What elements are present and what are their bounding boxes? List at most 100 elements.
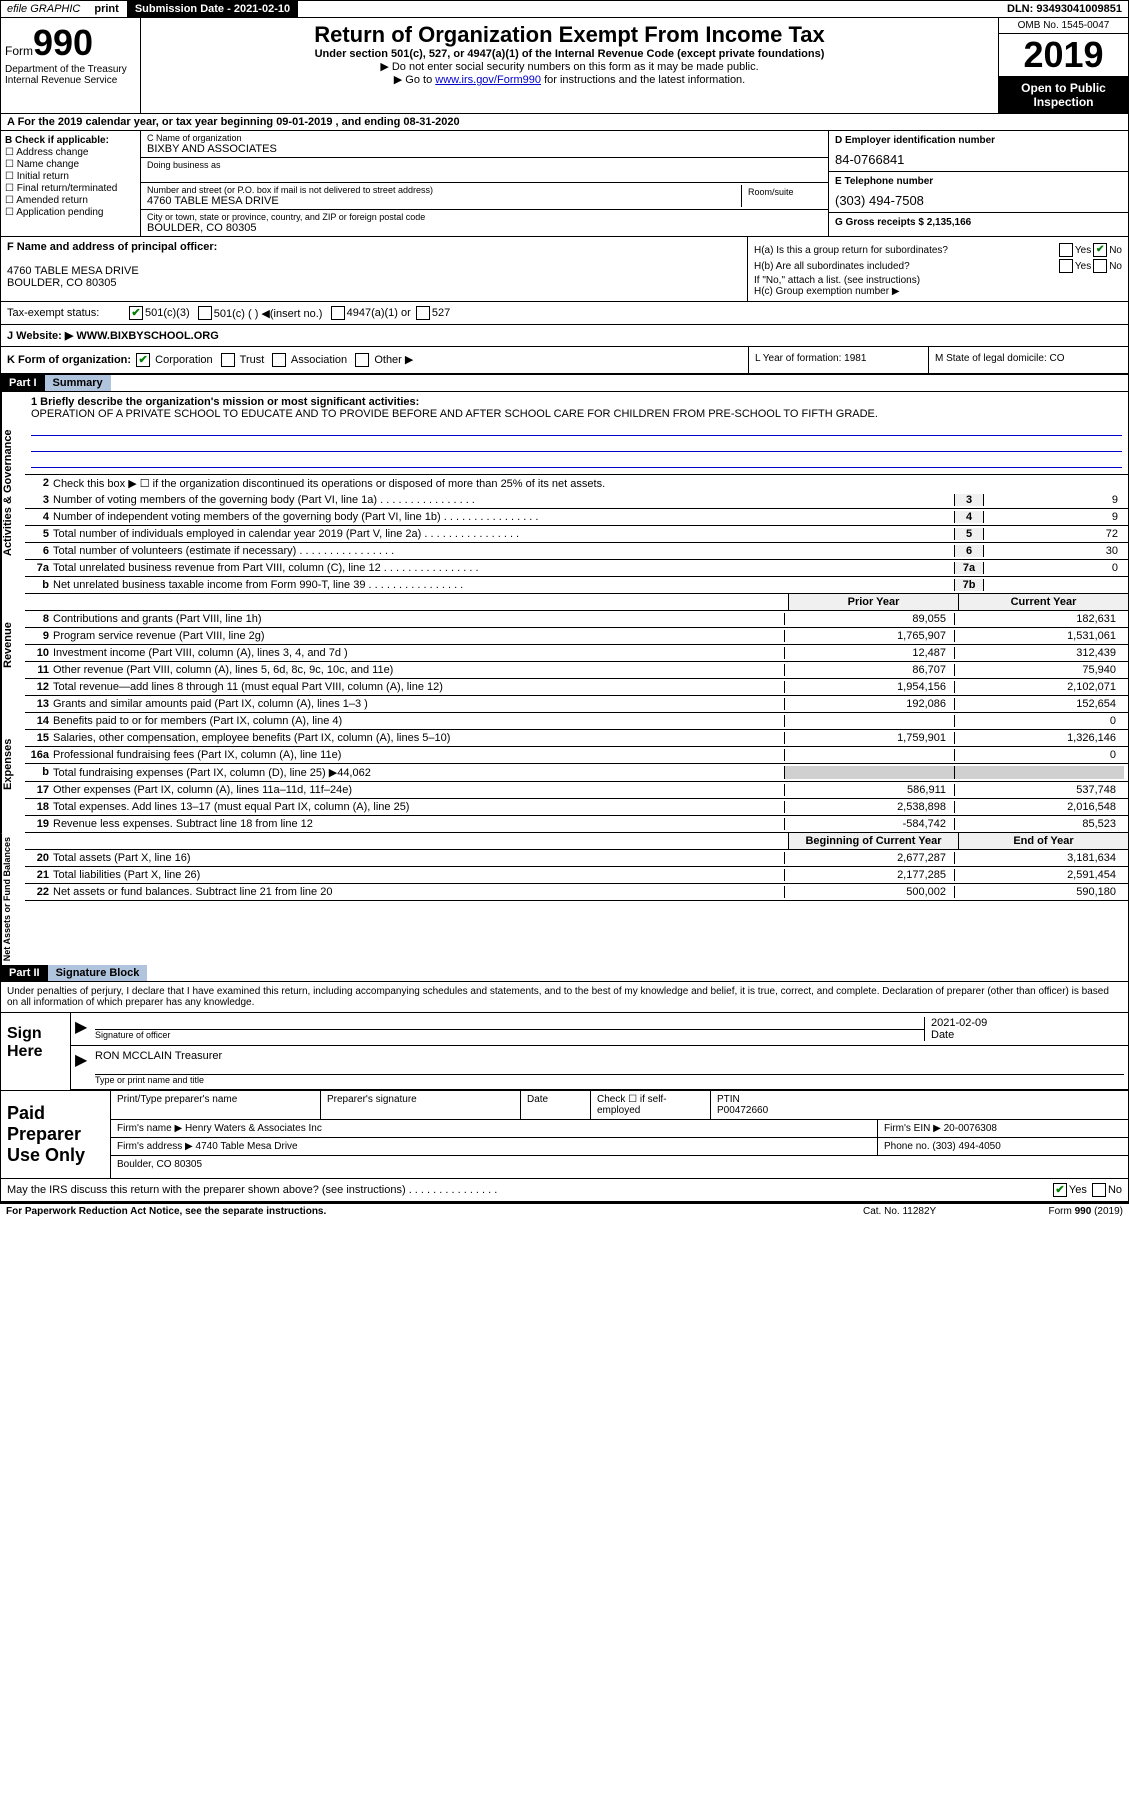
rev-line-10: 10 Investment income (Part VIII, column … xyxy=(25,645,1128,662)
k-other: Other ▶ xyxy=(374,354,413,366)
ha-no[interactable] xyxy=(1093,243,1107,257)
efile-label: efile GRAPHIC xyxy=(1,1,86,17)
expenses-tab: Expenses xyxy=(1,696,25,833)
desc: Total unrelated business revenue from Pa… xyxy=(53,562,954,574)
line-2: 2 Check this box ▶ ☐ if the organization… xyxy=(25,475,1128,492)
num: 16a xyxy=(29,749,53,761)
py: 1,759,901 xyxy=(784,732,954,744)
hb-no[interactable] xyxy=(1093,259,1107,273)
cell-num: 6 xyxy=(954,545,984,557)
ha-lbl: H(a) Is this a group return for subordin… xyxy=(754,245,1057,256)
city-val: BOULDER, CO 80305 xyxy=(147,222,822,234)
hb-yes[interactable] xyxy=(1059,259,1073,273)
print-button[interactable]: print xyxy=(86,1,126,17)
num: b xyxy=(29,579,53,591)
part1-title: Summary xyxy=(45,375,111,391)
ptin-lbl: PTIN xyxy=(717,1094,1122,1105)
line-4: 4 Number of independent voting members o… xyxy=(25,509,1128,526)
chk-other[interactable] xyxy=(355,353,369,367)
l1-val: OPERATION OF A PRIVATE SCHOOL TO EDUCATE… xyxy=(31,408,1122,420)
sign-here-label: Sign Here xyxy=(1,1013,71,1090)
na-line-21: 21 Total liabilities (Part X, line 26) 2… xyxy=(25,867,1128,884)
chk-501c3[interactable] xyxy=(129,306,143,320)
py: 586,911 xyxy=(784,784,954,796)
desc: Net assets or fund balances. Subtract li… xyxy=(53,886,784,898)
room-suite: Room/suite xyxy=(742,185,822,207)
dept-treasury: Department of the Treasury Internal Reve… xyxy=(5,64,136,86)
chk-501c[interactable] xyxy=(198,306,212,320)
hb-row: H(b) Are all subordinates included? Yes … xyxy=(754,259,1122,273)
num: 13 xyxy=(29,698,53,710)
num: 5 xyxy=(29,528,53,540)
discuss-row: May the IRS discuss this return with the… xyxy=(1,1178,1128,1202)
irs-link[interactable]: www.irs.gov/Form990 xyxy=(435,74,541,86)
chk-pending[interactable]: ☐ Application pending xyxy=(5,207,136,218)
cy: 85,523 xyxy=(954,818,1124,830)
dba-lbl: Doing business as xyxy=(147,160,822,170)
ein-lbl: D Employer identification number xyxy=(835,135,1122,146)
opt-address: Address change xyxy=(16,147,88,158)
chk-final[interactable]: ☐ Final return/terminated xyxy=(5,183,136,194)
cy: 537,748 xyxy=(954,784,1124,796)
col-f: F Name and address of principal officer:… xyxy=(1,237,748,301)
mline1 xyxy=(31,422,1122,436)
cy: 2,102,071 xyxy=(954,681,1124,693)
fein-lbl: Firm's EIN ▶ xyxy=(884,1123,941,1134)
exp-line-14: 14 Benefits paid to or for members (Part… xyxy=(25,713,1128,730)
chk-address[interactable]: ☐ Address change xyxy=(5,147,136,158)
desc: Other revenue (Part VIII, column (A), li… xyxy=(53,664,784,676)
f-lbl: F Name and address of principal officer: xyxy=(7,241,741,253)
num: 19 xyxy=(29,818,53,830)
website-row: J Website: ▶ WWW.BIXBYSCHOOL.ORG xyxy=(1,325,1128,347)
chk-trust[interactable] xyxy=(221,353,235,367)
cell-val: 72 xyxy=(984,528,1124,540)
discuss-lbl: May the IRS discuss this return with the… xyxy=(7,1184,1051,1196)
firm-lbl: Firm's name ▶ xyxy=(117,1123,182,1134)
chk-4947[interactable] xyxy=(331,306,345,320)
gross-lbl: G Gross receipts $ 2,135,166 xyxy=(835,217,1122,228)
na-line-20: 20 Total assets (Part X, line 16) 2,677,… xyxy=(25,850,1128,867)
dno: No xyxy=(1108,1184,1122,1196)
num: b xyxy=(29,766,53,779)
desc: Total expenses. Add lines 13–17 (must eq… xyxy=(53,801,784,813)
submission-date: Submission Date - 2021-02-10 xyxy=(127,1,298,17)
korg-row: K Form of organization: Corporation Trus… xyxy=(1,347,1128,375)
num: 15 xyxy=(29,732,53,744)
ha-yes[interactable] xyxy=(1059,243,1073,257)
chk-527[interactable] xyxy=(416,306,430,320)
desc: Investment income (Part VIII, column (A)… xyxy=(53,647,784,659)
opt-final: Final return/terminated xyxy=(17,183,118,194)
chk-initial[interactable]: ☐ Initial return xyxy=(5,171,136,182)
phone-val: (303) 494-4050 xyxy=(932,1141,1000,1152)
desc: Contributions and grants (Part VIII, lin… xyxy=(53,613,784,625)
num: 3 xyxy=(29,494,53,506)
row-a-period: A For the 2019 calendar year, or tax yea… xyxy=(1,114,1128,131)
sig-officer-lbl: Signature of officer xyxy=(95,1029,924,1040)
date-val: 2021-02-09 xyxy=(931,1017,1124,1029)
mline2 xyxy=(31,438,1122,452)
cy: 182,631 xyxy=(954,613,1124,625)
sign-body: ▶ Signature of officer 2021-02-09 Date ▶… xyxy=(71,1013,1128,1090)
py: 2,538,898 xyxy=(784,801,954,813)
exp-line-19: 19 Revenue less expenses. Subtract line … xyxy=(25,816,1128,833)
fein-val: 20-0076308 xyxy=(944,1123,997,1134)
chk-name[interactable]: ☐ Name change xyxy=(5,159,136,170)
cy: 590,180 xyxy=(954,886,1124,898)
chk-corp[interactable] xyxy=(136,353,150,367)
k-corp: Corporation xyxy=(155,354,212,366)
na-line-22: 22 Net assets or fund balances. Subtract… xyxy=(25,884,1128,901)
cell-num: 7b xyxy=(954,579,984,591)
num: 11 xyxy=(29,664,53,676)
l2-desc: Check this box ▶ ☐ if the organization d… xyxy=(53,477,1124,490)
chk-amended[interactable]: ☐ Amended return xyxy=(5,195,136,206)
py: 86,707 xyxy=(784,664,954,676)
discuss-yes[interactable] xyxy=(1053,1183,1067,1197)
discuss-no[interactable] xyxy=(1092,1183,1106,1197)
chk-assoc[interactable] xyxy=(272,353,286,367)
exp-line-b: b Total fundraising expenses (Part IX, c… xyxy=(25,764,1128,782)
cell-num: 5 xyxy=(954,528,984,540)
prep-sig-hdr: Preparer's signature xyxy=(321,1091,521,1119)
part2-hdr: Part II xyxy=(1,965,48,981)
korg-left: K Form of organization: Corporation Trus… xyxy=(1,347,748,373)
cy: 3,181,634 xyxy=(954,852,1124,864)
